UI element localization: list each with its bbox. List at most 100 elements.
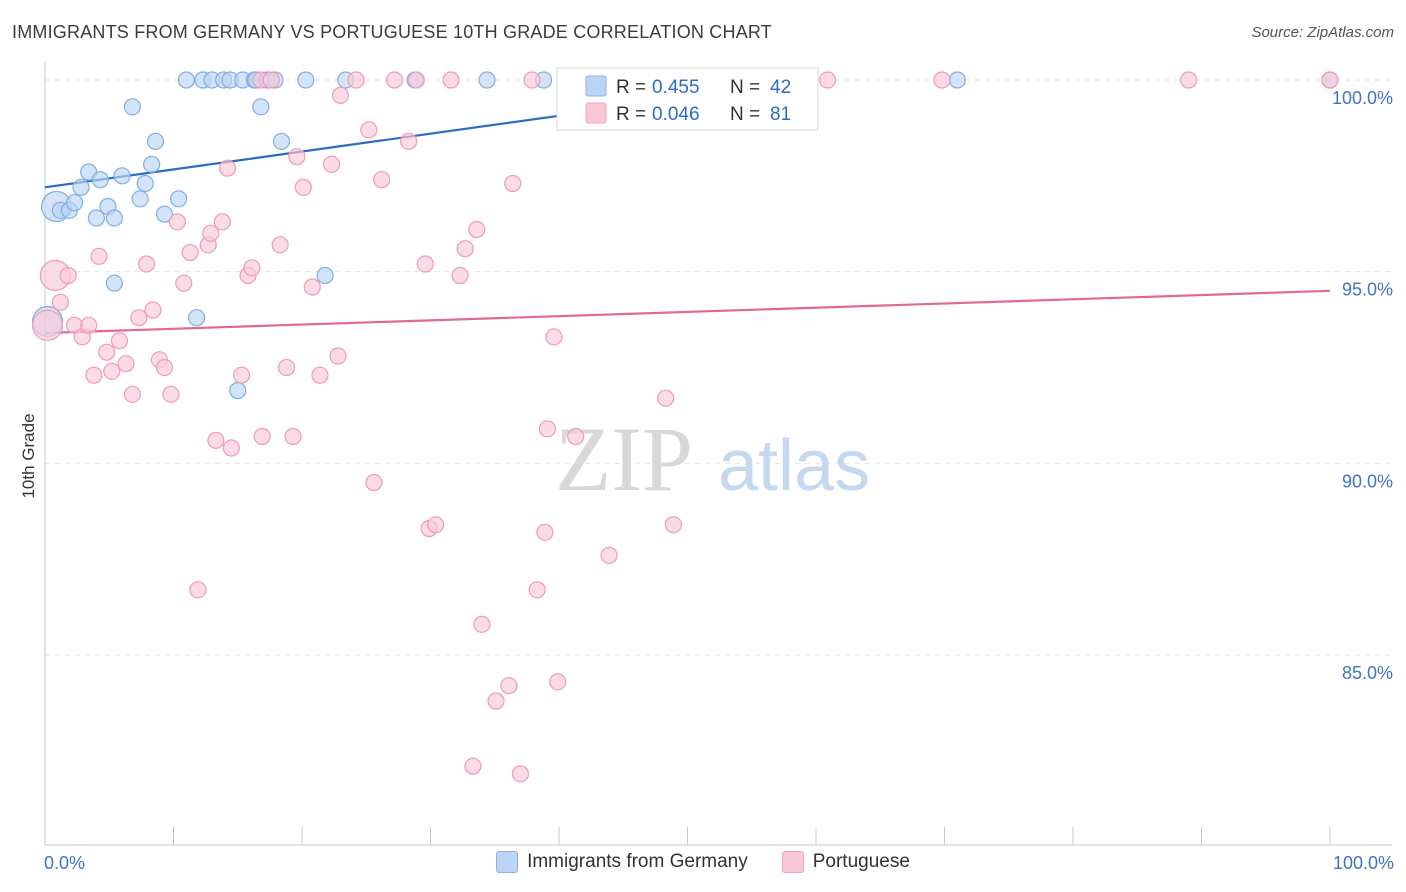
point-portuguese-38 — [284, 427, 302, 446]
stats-legend: R = 0.455 N = 42 R = 0.046 N = 81 — [556, 67, 819, 131]
point-portuguese-62 — [487, 692, 505, 710]
point-portuguese-13 — [123, 385, 141, 403]
watermark: ZIP atlas — [555, 408, 870, 510]
legend-r-label-1: R = — [616, 77, 646, 98]
point-germany-40 — [948, 71, 966, 89]
point-portuguese-16 — [144, 301, 162, 319]
point-portuguese-46 — [347, 71, 365, 89]
legend-n-label-2: N = — [730, 104, 760, 125]
point-portuguese-22 — [181, 243, 199, 262]
point-portuguese-80 — [1321, 71, 1339, 89]
point-portuguese-32 — [243, 259, 261, 277]
chart-title: IMMIGRANTS FROM GERMANY VS PORTUGUESE 10… — [12, 22, 772, 42]
point-germany-17 — [146, 132, 165, 150]
point-portuguese-36 — [271, 236, 289, 254]
point-portuguese-12 — [117, 355, 135, 373]
point-portuguese-53 — [416, 255, 434, 273]
point-portuguese-3 — [59, 266, 77, 285]
point-germany-11 — [105, 274, 123, 292]
point-portuguese-43 — [322, 155, 341, 173]
point-portuguese-14 — [130, 309, 148, 327]
y-tick-label-2: 95.0% — [1342, 280, 1393, 300]
point-germany-35 — [316, 266, 334, 285]
legend-n-label-1: N = — [730, 77, 760, 98]
y-tick-label-3: 100.0% — [1332, 88, 1393, 108]
point-portuguese-40 — [294, 178, 312, 196]
point-portuguese-26 — [207, 431, 225, 449]
legend-swatch-portuguese — [781, 851, 804, 873]
point-portuguese-23 — [189, 581, 207, 599]
source-label: Source: ZipAtlas.com — [1251, 24, 1394, 41]
legend-r-value-1: 0.455 — [652, 77, 700, 98]
bottom-legend: Immigrants from Germany Portuguese — [0, 851, 1406, 873]
point-portuguese-79 — [1180, 71, 1198, 89]
point-portuguese-69 — [538, 420, 557, 438]
point-germany-15 — [136, 174, 154, 193]
grid-lines — [45, 79, 1392, 656]
point-portuguese-63 — [500, 677, 518, 695]
point-portuguese-71 — [549, 673, 567, 691]
point-portuguese-39 — [288, 148, 306, 166]
point-germany-19 — [170, 190, 188, 208]
legend-r-label-2: R = — [616, 104, 646, 125]
legend-item-portuguese[interactable]: Portuguese — [781, 851, 910, 873]
point-germany-7 — [87, 209, 106, 227]
point-portuguese-76 — [664, 516, 682, 534]
point-portuguese-67 — [528, 581, 546, 599]
point-portuguese-20 — [168, 213, 186, 231]
point-portuguese-45 — [331, 86, 350, 104]
point-germany-14 — [131, 190, 149, 208]
point-portuguese-66 — [523, 71, 541, 89]
point-portuguese-15 — [137, 255, 156, 273]
legend-swatch-pink — [585, 102, 607, 124]
point-portuguese-56 — [442, 71, 460, 89]
point-portuguese-61 — [473, 615, 491, 633]
point-portuguese-25 — [202, 224, 220, 242]
legend-label-germany: Immigrants from Germany — [527, 851, 748, 872]
point-portuguese-57 — [451, 266, 469, 285]
point-portuguese-48 — [365, 473, 383, 492]
point-portuguese-11 — [110, 332, 129, 350]
data-points — [31, 71, 1339, 783]
point-portuguese-8 — [90, 247, 108, 265]
point-portuguese-47 — [360, 121, 378, 139]
point-portuguese-65 — [511, 765, 530, 783]
point-portuguese-60 — [468, 220, 486, 239]
y-tick-label-1: 90.0% — [1342, 471, 1393, 491]
x-tick-label-0: 0.0% — [44, 853, 85, 873]
point-germany-20 — [177, 71, 195, 89]
point-portuguese-29 — [222, 439, 240, 457]
point-germany-33 — [272, 132, 291, 150]
point-germany-34 — [297, 71, 315, 89]
point-portuguese-42 — [311, 366, 329, 384]
point-germany-38 — [478, 71, 496, 89]
axes — [44, 62, 1392, 846]
point-portuguese-41 — [303, 278, 321, 296]
y-tick-labels: 85.0% 90.0% 95.0% 100.0% — [1332, 88, 1393, 683]
point-germany-10 — [105, 209, 123, 227]
point-germany-16 — [143, 155, 161, 173]
point-germany-26 — [229, 381, 247, 400]
point-portuguese-77 — [818, 71, 837, 89]
point-portuguese-78 — [933, 71, 951, 89]
point-portuguese-44 — [329, 347, 347, 365]
legend-item-germany[interactable]: Immigrants from Germany — [496, 851, 748, 873]
point-portuguese-51 — [400, 132, 418, 150]
point-portuguese-35 — [262, 71, 280, 89]
legend-swatch-germany — [496, 851, 519, 873]
legend-n-value-1: 42 — [770, 77, 791, 98]
point-portuguese-30 — [233, 366, 251, 384]
point-germany-5 — [72, 178, 90, 196]
point-germany-8 — [91, 171, 109, 189]
point-portuguese-49 — [373, 171, 391, 189]
point-portuguese-58 — [456, 240, 474, 258]
point-germany-21 — [188, 309, 206, 327]
legend-label-portuguese: Portuguese — [812, 851, 910, 872]
point-portuguese-28 — [218, 159, 237, 177]
watermark-zip: ZIP — [555, 408, 693, 510]
point-portuguese-74 — [600, 546, 618, 564]
point-portuguese-7 — [85, 366, 103, 384]
point-portuguese-64 — [504, 174, 522, 193]
point-portuguese-6 — [80, 316, 98, 334]
